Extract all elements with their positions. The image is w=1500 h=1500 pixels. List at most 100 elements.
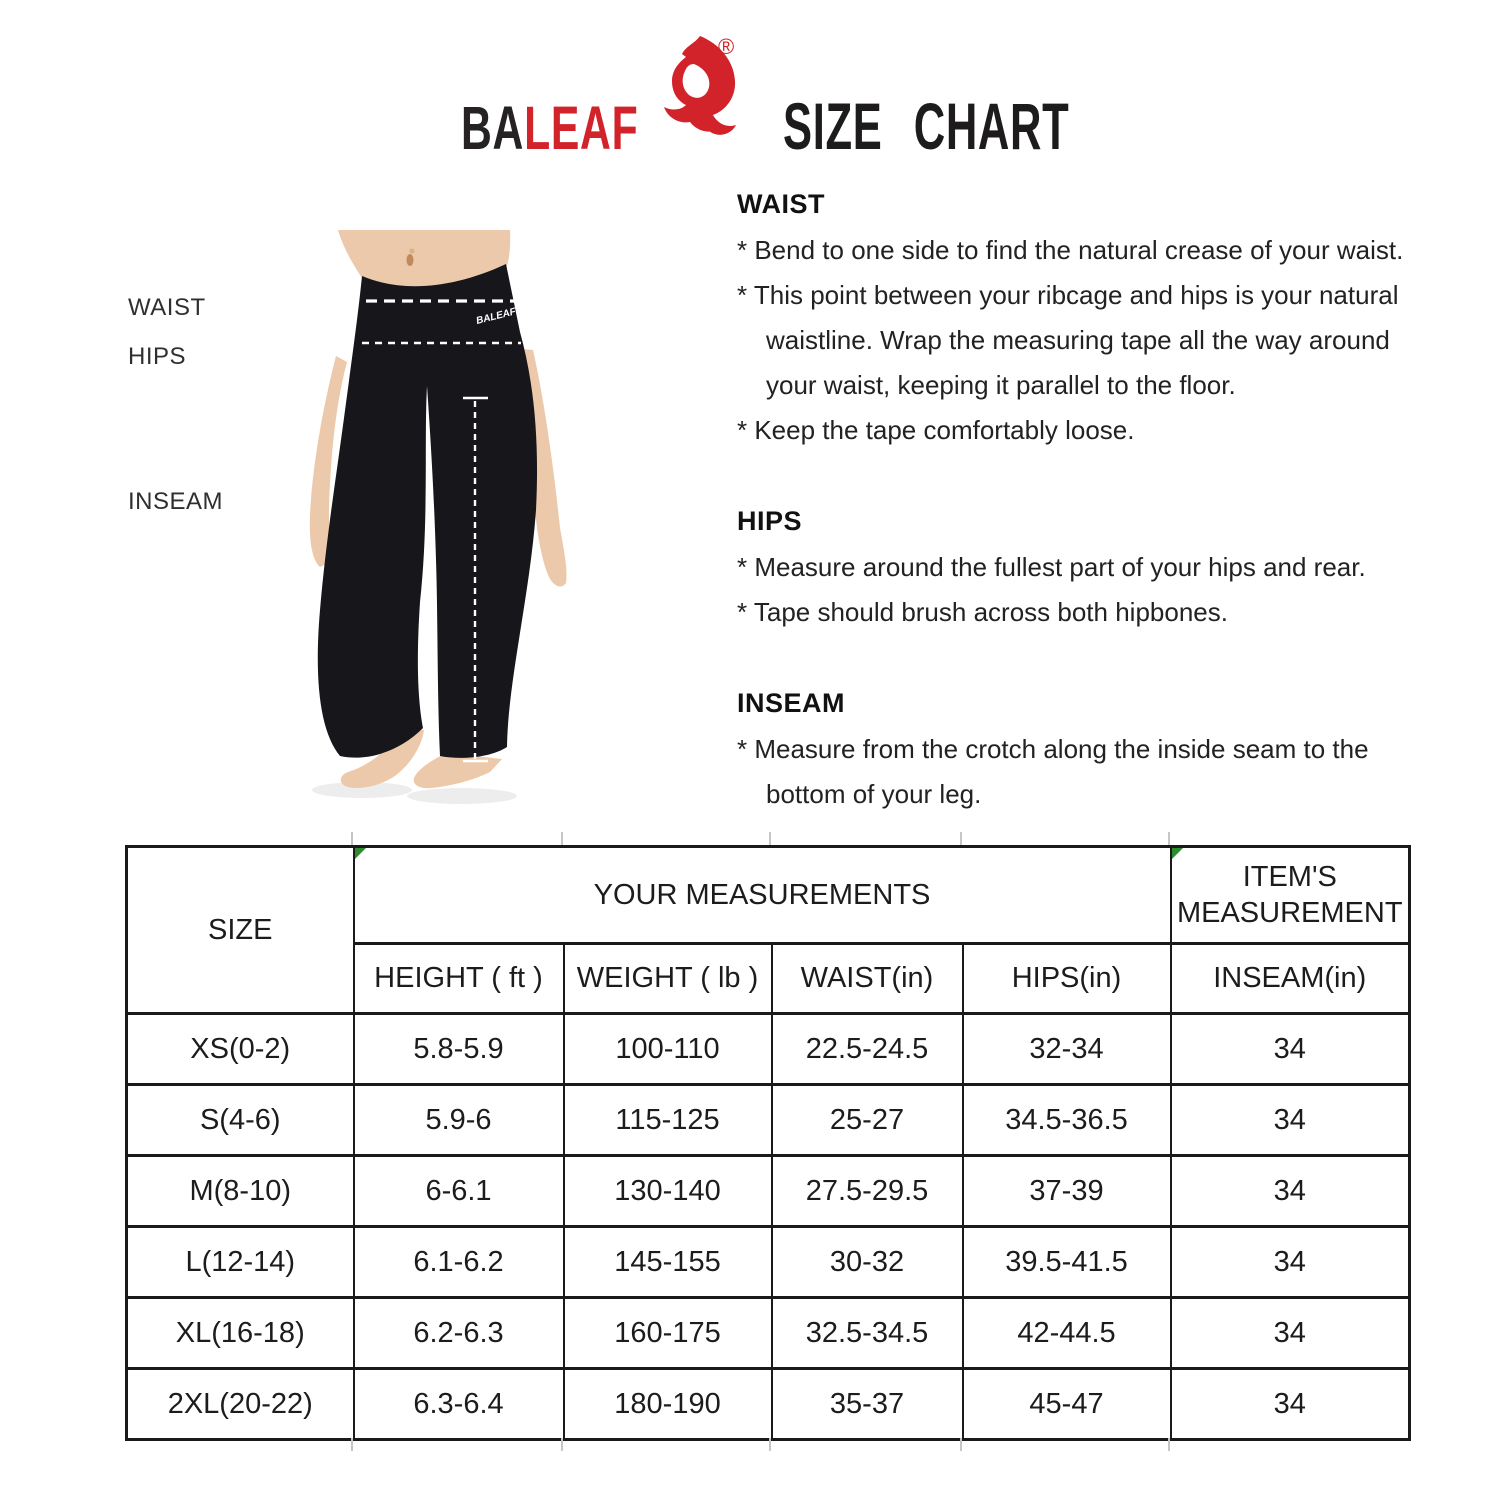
cell-height: 5.9-6 bbox=[352, 1083, 565, 1157]
size-chart-table: SIZE YOUR MEASUREMENTS ITEM'S MEASUREMEN… bbox=[125, 845, 1412, 1441]
cell-hips: 37-39 bbox=[961, 1154, 1172, 1228]
pants-model-figure: BALEAF bbox=[309, 230, 567, 804]
table-row: L(12-14) 6.1-6.2 145-155 30-32 39.5-41.5… bbox=[125, 1225, 1411, 1299]
cell-weight: 160-175 bbox=[562, 1296, 773, 1370]
table-row: S(4-6) 5.9-6 115-125 25-27 34.5-36.5 34 bbox=[125, 1083, 1411, 1157]
gridline-tick bbox=[351, 832, 353, 845]
instruction-line: your waist, keeping it parallel to the f… bbox=[766, 370, 1236, 400]
cell-waist: 22.5-24.5 bbox=[770, 1012, 964, 1086]
cell-size: XS(0-2) bbox=[125, 1012, 355, 1086]
left-arm bbox=[309, 356, 347, 567]
cell-height: 5.8-5.9 bbox=[352, 1012, 565, 1086]
cell-inseam: 34 bbox=[1169, 1296, 1411, 1370]
cell-height: 6.1-6.2 bbox=[352, 1225, 565, 1299]
instruction-line: * Bend to one side to find the natural c… bbox=[737, 235, 1404, 265]
cell-waist: 30-32 bbox=[770, 1225, 964, 1299]
instruction-heading: WAIST bbox=[737, 189, 825, 219]
registered-mark: ® bbox=[718, 34, 734, 59]
col-header-inseam: INSEAM(in) bbox=[1169, 942, 1411, 1015]
cell-inseam: 34 bbox=[1169, 1225, 1411, 1299]
excel-corner-marker-icon bbox=[1172, 849, 1183, 859]
brand-wordmark: BALEAF bbox=[461, 98, 638, 159]
cell-hips: 32-34 bbox=[961, 1012, 1172, 1086]
excel-corner-marker-icon bbox=[355, 849, 366, 859]
cell-hips: 39.5-41.5 bbox=[961, 1225, 1172, 1299]
gridline-tick bbox=[769, 1438, 771, 1451]
cell-weight: 100-110 bbox=[562, 1012, 773, 1086]
cell-inseam: 34 bbox=[1169, 1367, 1411, 1441]
figure-label-inseam: INSEAM bbox=[128, 488, 224, 515]
group-header-label: MEASUREMENT bbox=[1176, 897, 1403, 929]
baleaf-leaf-icon: ® bbox=[664, 34, 736, 135]
cell-size: S(4-6) bbox=[125, 1083, 355, 1157]
instruction-heading: HIPS bbox=[737, 506, 803, 536]
floor-shadow-right bbox=[407, 788, 517, 804]
instruction-line: * Measure around the fullest part of you… bbox=[737, 552, 1366, 582]
instruction-section-inseam: INSEAM * Measure from the crotch along t… bbox=[737, 685, 1437, 817]
cell-inseam: 34 bbox=[1169, 1154, 1411, 1228]
cell-waist: 35-37 bbox=[770, 1367, 964, 1441]
torso bbox=[338, 230, 511, 288]
gridline-tick bbox=[561, 832, 563, 845]
cell-inseam: 34 bbox=[1169, 1083, 1411, 1157]
table-row: M(8-10) 6-6.1 130-140 27.5-29.5 37-39 34 bbox=[125, 1154, 1411, 1228]
col-header-size: SIZE bbox=[125, 845, 355, 1015]
instruction-line: * Measure from the crotch along the insi… bbox=[737, 734, 1369, 764]
instruction-line: * Keep the tape comfortably loose. bbox=[737, 415, 1135, 445]
figure-label-waist: WAIST bbox=[128, 294, 206, 321]
cell-waist: 27.5-29.5 bbox=[770, 1154, 964, 1228]
cell-weight: 115-125 bbox=[562, 1083, 773, 1157]
right-foot bbox=[413, 753, 502, 789]
instruction-section-hips: HIPS * Measure around the fullest part o… bbox=[737, 503, 1437, 635]
instruction-heading: INSEAM bbox=[737, 688, 846, 718]
pants bbox=[317, 264, 538, 758]
instruction-line: bottom of your leg. bbox=[766, 779, 982, 809]
gridline-tick bbox=[960, 832, 962, 845]
cell-weight: 145-155 bbox=[562, 1225, 773, 1299]
group-header-items-measurement: ITEM'S MEASUREMENT bbox=[1169, 845, 1411, 945]
floor-shadow-left bbox=[312, 782, 412, 798]
instruction-line: * Tape should brush across both hipbones… bbox=[737, 597, 1228, 627]
cell-size: M(8-10) bbox=[125, 1154, 355, 1228]
cell-hips: 42-44.5 bbox=[961, 1296, 1172, 1370]
leaf-flame-shape bbox=[664, 36, 736, 132]
group-header-label: YOUR MEASUREMENTS bbox=[593, 878, 931, 911]
table-row: 2XL(20-22) 6.3-6.4 180-190 35-37 45-47 3… bbox=[125, 1367, 1411, 1441]
cell-size: L(12-14) bbox=[125, 1225, 355, 1299]
col-header-hips: HIPS(in) bbox=[961, 942, 1172, 1015]
gridline-tick bbox=[769, 832, 771, 845]
table-row: XL(16-18) 6.2-6.3 160-175 32.5-34.5 42-4… bbox=[125, 1296, 1411, 1370]
cell-size: 2XL(20-22) bbox=[125, 1367, 355, 1441]
cell-weight: 130-140 bbox=[562, 1154, 773, 1228]
page-title: SIZE CHART bbox=[783, 89, 1070, 163]
cell-waist: 25-27 bbox=[770, 1083, 964, 1157]
cell-size: XL(16-18) bbox=[125, 1296, 355, 1370]
cell-height: 6-6.1 bbox=[352, 1154, 565, 1228]
cell-weight: 180-190 bbox=[562, 1367, 773, 1441]
cell-waist: 32.5-34.5 bbox=[770, 1296, 964, 1370]
table-row: XS(0-2) 5.8-5.9 100-110 22.5-24.5 32-34 … bbox=[125, 1012, 1411, 1086]
group-header-your-measurements: YOUR MEASUREMENTS bbox=[352, 845, 1172, 945]
brand-leaf: LEAF bbox=[524, 94, 639, 162]
col-header-waist: WAIST(in) bbox=[770, 942, 964, 1015]
gridline-tick bbox=[561, 1438, 563, 1451]
gridline-tick bbox=[1168, 832, 1170, 845]
instruction-line: * This point between your ribcage and hi… bbox=[737, 280, 1399, 310]
instruction-line: waistline. Wrap the measuring tape all t… bbox=[766, 325, 1390, 355]
cell-hips: 34.5-36.5 bbox=[961, 1083, 1172, 1157]
gridline-tick bbox=[351, 1438, 353, 1451]
col-header-height: HEIGHT ( ft ) bbox=[352, 942, 565, 1015]
measuring-instructions: WAIST * Bend to one side to find the nat… bbox=[737, 186, 1437, 817]
cell-height: 6.3-6.4 bbox=[352, 1367, 565, 1441]
col-header-weight: WEIGHT ( lb ) bbox=[562, 942, 773, 1015]
belly-ring bbox=[409, 248, 415, 254]
instruction-section-waist: WAIST * Bend to one side to find the nat… bbox=[737, 186, 1437, 453]
group-header-label: ITEM'S bbox=[1242, 861, 1337, 893]
cell-inseam: 34 bbox=[1169, 1012, 1411, 1086]
gridline-tick bbox=[960, 1438, 962, 1451]
cell-height: 6.2-6.3 bbox=[352, 1296, 565, 1370]
leaf-stem-curl bbox=[709, 115, 736, 135]
figure-label-hips: HIPS bbox=[128, 343, 187, 370]
gridline-tick bbox=[1168, 1438, 1170, 1451]
